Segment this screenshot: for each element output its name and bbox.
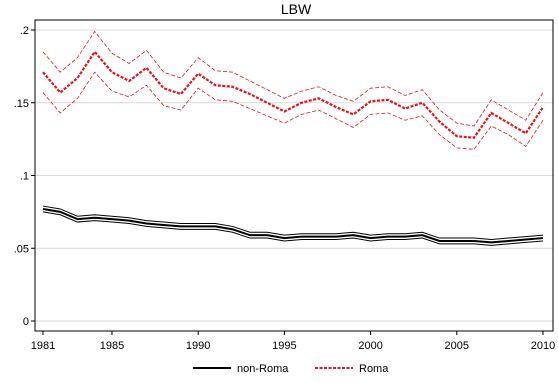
chart-title: LBW: [281, 1, 312, 17]
y-tick-label: .1: [20, 171, 29, 183]
x-tick-label: 1981: [31, 340, 55, 352]
y-tick-label: .05: [14, 243, 29, 255]
legend: non-Roma Roma: [193, 363, 389, 375]
y-tick-label: .15: [14, 98, 29, 110]
ci-upper-non-roma: [42, 205, 544, 241]
legend-label-non-roma: non-Roma: [237, 363, 289, 375]
series-line-non-roma: [42, 207, 544, 244]
legend-label-roma: Roma: [359, 363, 389, 375]
x-tick-label: 1990: [186, 340, 210, 352]
y-tick-label: .2: [20, 25, 29, 37]
x-tick-label: 1985: [100, 340, 124, 352]
confidence-bands: [42, 30, 544, 246]
grid-lines: [35, 29, 553, 322]
x-tick-label: 2010: [531, 340, 555, 352]
series-line-roma: [42, 49, 544, 139]
ci-lower-non-roma: [42, 211, 544, 246]
x-tick-label: 1995: [272, 340, 296, 352]
series-lines: [42, 49, 544, 244]
x-tick-label: 2000: [358, 340, 382, 352]
x-tick-label: 2005: [445, 340, 469, 352]
axes: 0 .05 .1 .15 .2 1981 1985 1990 1995 2000 2005 2010: [14, 25, 556, 352]
y-tick-label: 0: [23, 316, 29, 328]
ci-lower-roma: [42, 71, 544, 150]
